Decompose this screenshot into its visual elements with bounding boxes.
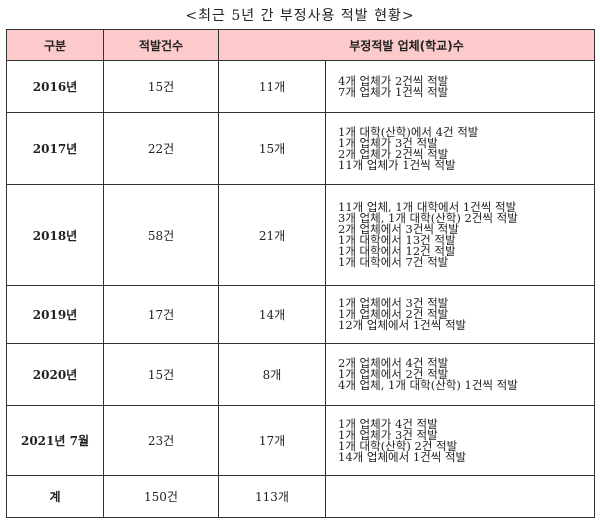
year-cell: 2019년 — [6, 285, 104, 344]
detail-line: 1개 업체가 4건 적발 — [338, 416, 438, 431]
companies-cell: 14개 — [218, 285, 326, 344]
total-row: 계 150건 113개 — [6, 475, 595, 518]
details-cell: 2개 업체에서 4건 적발 1개 업체에서 2건 적발 4개 업체, 1개 대학(산… — [325, 343, 595, 406]
header-row: 구분 적발건수 부정적발 업체(학교)수 — [6, 29, 595, 61]
table-row: 2021년 7월 23건 17개 1개 업체가 4건 적발 1개 업체가 3건 적… — [6, 405, 595, 476]
details-cell: 4개 업체가 2건씩 적발 7개 업체가 1건씩 적발 — [325, 60, 595, 113]
table-row: 2017년 22건 15개 1개 대학(산학)에서 4건 적발 1개 업체가 3건… — [6, 112, 595, 185]
header-companies: 부정적발 업체(학교)수 — [218, 29, 595, 61]
detail-line: 1개 업체가 3건 적발 — [338, 135, 438, 150]
detail-line: 12개 업체에서 1건씩 적발 — [338, 318, 467, 332]
detail-line: 1개 대학에서 12건 적발 — [338, 244, 456, 258]
detail-line: 1개 대학에서 7건 적발 — [338, 255, 449, 269]
detail-line: 1개 업체에서 2건 적발 — [338, 307, 449, 321]
table-row: 2019년 17건 14개 1개 업체에서 3건 적발 1개 업체에서 2건 적발… — [6, 285, 595, 344]
details-cell: 1개 업체가 4건 적발 1개 업체가 3건 적발 1개 대학(산학) 2건 적발 1… — [325, 405, 595, 476]
companies-cell: 17개 — [218, 405, 326, 476]
count-cell: 58건 — [103, 184, 219, 286]
companies-cell: 15개 — [218, 112, 326, 185]
total-label: 계 — [6, 475, 104, 518]
detail-line: 11개 업체, 1개 대학에서 1건씩 적발 — [338, 200, 517, 214]
detail-line: 1개 대학(산학) 2건 적발 — [338, 438, 458, 453]
detail-line: 2개 업체에서 3건씩 적발 — [338, 222, 459, 236]
companies-cell: 21개 — [218, 184, 326, 286]
detail-line: 7개 업체가 1건씩 적발 — [338, 84, 449, 99]
table-title: <최근 5년 간 부정사용 적발 현황> — [185, 8, 415, 24]
count-cell: 15건 — [103, 60, 219, 113]
count-cell: 23건 — [103, 405, 219, 476]
count-cell: 15건 — [103, 343, 219, 406]
details-cell: 1개 업체에서 3건 적발 1개 업체에서 2건 적발 12개 업체에서 1건씩 적… — [325, 285, 595, 344]
year-cell: 2017년 — [6, 112, 104, 185]
detail-line: 4개 업체, 1개 대학(산학) 1건씩 적발 — [338, 378, 518, 392]
header-category: 구분 — [6, 29, 104, 61]
detail-line: 14개 업체에서 1건씩 적발 — [338, 449, 467, 464]
header-count: 적발건수 — [103, 29, 219, 61]
detail-line: 2개 업체가 2건씩 적발 — [338, 146, 449, 161]
year-cell: 2021년 7월 — [6, 405, 104, 476]
table-row: 2020년 15건 8개 2개 업체에서 4건 적발 1개 업체에서 2건 적발 4… — [6, 343, 595, 406]
detail-line: 4개 업체가 2건씩 적발 — [338, 73, 449, 88]
table-row: 2016년 15건 11개 4개 업체가 2건씩 적발 7개 업체가 1건씩 적발 — [6, 60, 595, 113]
companies-cell: 8개 — [218, 343, 326, 406]
table-row: 2018년 58건 21개 11개 업체, 1개 대학에서 1건씩 적발 3개 업… — [6, 184, 595, 286]
year-cell: 2018년 — [6, 184, 104, 286]
detail-line: 1개 업체가 3건 적발 — [338, 427, 438, 442]
details-cell: 1개 대학(산학)에서 4건 적발 1개 업체가 3건 적발 2개 업체가 2건씩 … — [325, 112, 595, 185]
detail-line: 1개 대학(산학)에서 4건 적발 — [338, 124, 479, 139]
year-cell: 2016년 — [6, 60, 104, 113]
detail-line: 2개 업체에서 4건 적발 — [338, 356, 449, 370]
year-cell: 2020년 — [6, 343, 104, 406]
total-companies: 113개 — [218, 475, 326, 518]
count-cell: 22건 — [103, 112, 219, 185]
detail-line: 1개 업체에서 2건 적발 — [338, 367, 449, 381]
detail-line: 1개 업체에서 3건 적발 — [338, 296, 449, 310]
detail-line: 1개 대학에서 13건 적발 — [338, 233, 456, 247]
total-details — [325, 475, 595, 518]
details-cell: 11개 업체, 1개 대학에서 1건씩 적발 3개 업체, 1개 대학(산학) 2… — [325, 184, 595, 286]
detail-line: 11개 업체가 1건씩 적발 — [338, 157, 456, 172]
companies-cell: 11개 — [218, 60, 326, 113]
count-cell: 17건 — [103, 285, 219, 344]
violations-table: 구분 적발건수 부정적발 업체(학교)수 2016년 15건 11개 4개 업체… — [6, 29, 595, 518]
detail-line: 3개 업체, 1개 대학(산학) 2건씩 적발 — [338, 211, 518, 225]
total-count: 150건 — [103, 475, 219, 518]
